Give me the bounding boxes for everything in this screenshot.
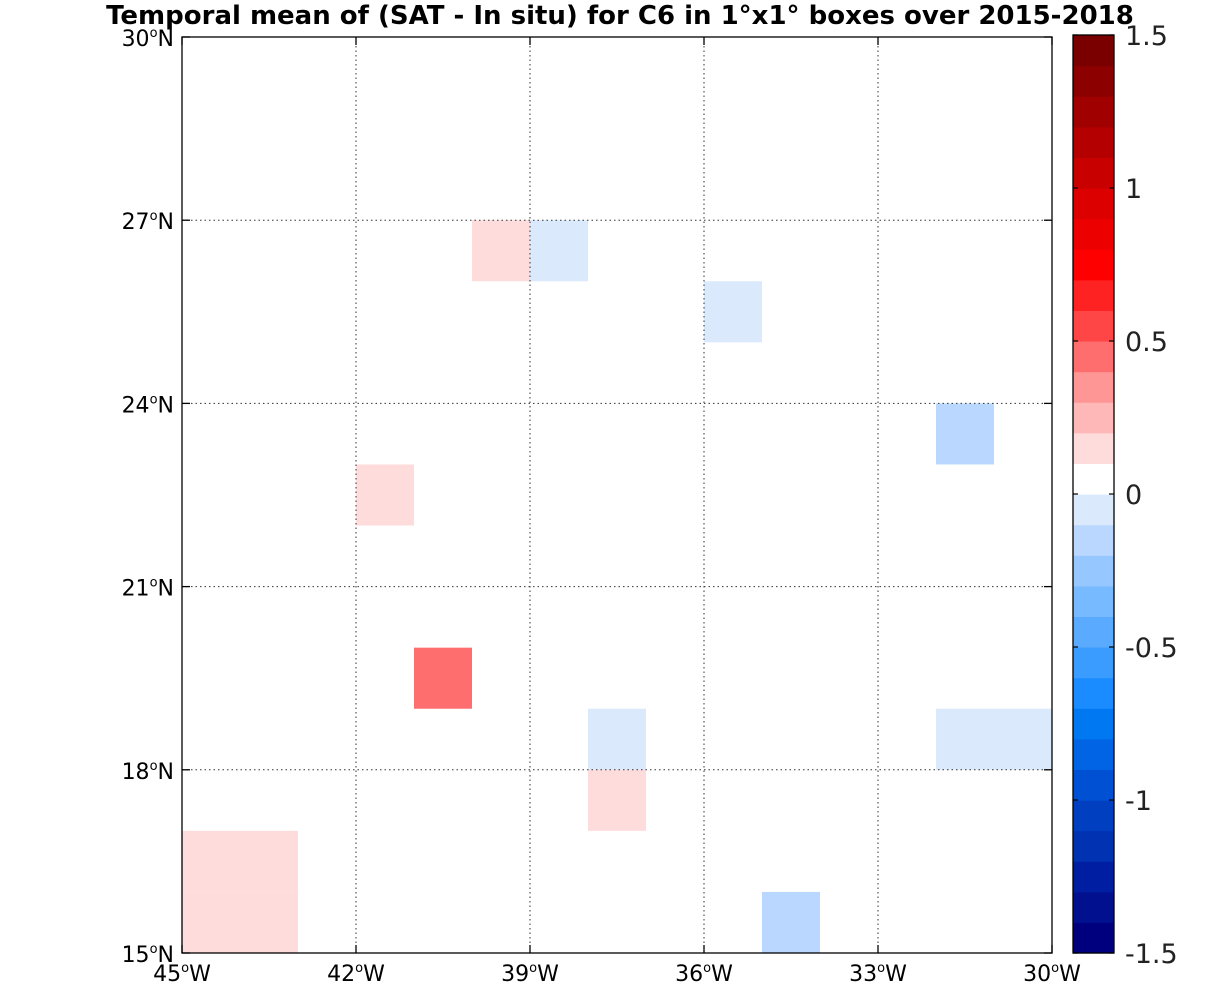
data-cell — [936, 769, 994, 831]
data-cell — [588, 769, 646, 831]
colorbar-tick-label: 1 — [1125, 174, 1142, 205]
colorbar-labels: 1.5 1 0.5 0 -0.5 -1 -1.5 — [1073, 21, 1178, 970]
colorbar-segment — [1073, 371, 1114, 403]
colorbar-segment — [1073, 65, 1114, 97]
data-cell — [472, 220, 530, 282]
colorbar-segment — [1073, 494, 1114, 526]
colorbar-segment — [1073, 800, 1114, 832]
colorbar-segment — [1073, 188, 1114, 220]
data-cell — [240, 464, 298, 526]
map-frame — [181, 36, 1053, 954]
data-cell — [182, 891, 240, 953]
data-cell — [820, 891, 878, 953]
x-tick-label: 45oW — [153, 961, 211, 984]
data-cell — [240, 891, 298, 953]
colorbar-segment — [1073, 524, 1114, 556]
y-tick-label: 27oN — [122, 209, 174, 235]
colorbar-tick-label: -1.5 — [1125, 939, 1178, 970]
data-cell — [472, 525, 530, 587]
x-tick-label: 39oW — [501, 961, 559, 984]
colorbar-segment — [1073, 432, 1114, 464]
colorbar-segment — [1073, 891, 1114, 923]
colorbar-segment — [1073, 555, 1114, 587]
colorbar-segment — [1073, 616, 1114, 648]
data-cell — [414, 647, 472, 709]
data-cell — [704, 281, 762, 343]
colorbar-tick-label: 1.5 — [1125, 21, 1168, 52]
data-cell — [936, 891, 994, 953]
data-cell — [936, 403, 994, 465]
data-cell — [530, 220, 588, 282]
colorbar-tick-label: -1 — [1125, 786, 1152, 817]
data-cell — [182, 220, 240, 282]
y-tick-label: 18oN — [122, 759, 174, 785]
y-tick-label: 21oN — [122, 576, 174, 602]
y-tick-label: 30oN — [122, 26, 174, 52]
colorbar-tick-label: 0.5 — [1125, 327, 1168, 358]
data-cell — [994, 708, 1052, 770]
data-cell — [182, 647, 240, 709]
map-grid — [182, 37, 1052, 953]
colorbar-tick-label: -0.5 — [1125, 633, 1178, 664]
colorbar-segment — [1073, 922, 1114, 954]
colorbar-segment — [1073, 218, 1114, 250]
colorbar-segment — [1073, 463, 1114, 495]
data-cell — [298, 525, 356, 587]
data-cell — [762, 891, 820, 953]
x-tick-labels: 45oW 42oW 39oW 36oW 33oW 30oW — [153, 961, 1081, 984]
colorbar-segment — [1073, 677, 1114, 709]
x-tick-label: 36oW — [675, 961, 733, 984]
data-cell — [356, 464, 414, 526]
map-ticks — [181, 36, 1053, 954]
data-cell — [530, 159, 588, 221]
data-cell — [878, 830, 936, 892]
colorbar-segment — [1073, 738, 1114, 770]
data-cell — [356, 403, 414, 465]
chart-title: Temporal mean of (SAT - In situ) for C6 … — [106, 1, 1134, 31]
colorbar-segment — [1073, 157, 1114, 189]
x-tick-label: 33oW — [849, 961, 907, 984]
data-cell — [414, 586, 472, 648]
data-cell — [646, 37, 704, 99]
colorbar-segment — [1073, 585, 1114, 617]
y-tick-label: 24oN — [122, 392, 174, 418]
data-cell — [588, 708, 646, 770]
data-cell — [182, 159, 240, 221]
colorbar-segment — [1073, 96, 1114, 128]
x-tick-label: 30oW — [1023, 961, 1081, 984]
colorbar-segment — [1073, 402, 1114, 434]
colorbar-segment — [1073, 126, 1114, 158]
colorbar-tick-label: 0 — [1125, 480, 1142, 511]
data-cell — [936, 708, 994, 770]
data-cell — [472, 647, 530, 709]
data-cell — [820, 708, 878, 770]
colorbar-segment — [1073, 310, 1114, 342]
colorbar-segment — [1073, 708, 1114, 740]
data-cell — [646, 159, 704, 221]
data-cell — [182, 830, 240, 892]
y-tick-label: 15oN — [122, 942, 174, 968]
colorbar-segment — [1073, 341, 1114, 373]
colorbar — [1072, 34, 1115, 954]
data-cell — [240, 830, 298, 892]
colorbar-segment — [1073, 861, 1114, 893]
y-tick-labels: 15oN 18oN 21oN 24oN 27oN 30oN — [122, 26, 174, 968]
x-tick-label: 42oW — [327, 961, 385, 984]
map-cells — [182, 37, 1052, 953]
data-cell — [298, 464, 356, 526]
colorbar-segment — [1073, 279, 1114, 311]
colorbar-segment — [1073, 249, 1114, 281]
colorbar-segment — [1073, 35, 1114, 67]
colorbar-segment — [1073, 769, 1114, 801]
colorbar-segment — [1073, 830, 1114, 862]
colorbar-segment — [1073, 647, 1114, 679]
